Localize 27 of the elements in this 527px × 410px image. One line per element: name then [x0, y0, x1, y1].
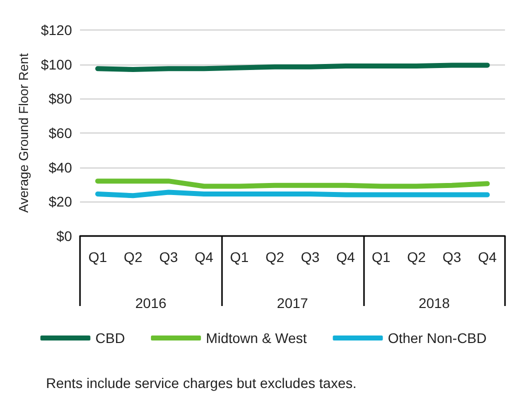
x-tick-label: Q2	[407, 249, 426, 265]
text: 2016	[135, 295, 167, 311]
x-tick-label: Q4	[478, 249, 497, 265]
x-tick-label: Q3	[300, 249, 320, 265]
x-tick-label: Q3	[442, 249, 462, 265]
x-tick-label: Q2	[124, 249, 143, 265]
text: 2017	[276, 295, 308, 311]
legend-label: Other Non-CBD	[388, 330, 487, 346]
y-tick-label: $40	[48, 159, 72, 176]
text: 2018	[418, 295, 450, 311]
y-tick-label: $100	[40, 56, 72, 72]
y-axis-title: Average Ground Floor Rent	[16, 52, 31, 213]
text: Rents include service charges but excludes taxes.	[46, 375, 356, 391]
x-tick-label: Q3	[159, 249, 178, 265]
y-tick-label: $80	[48, 90, 72, 107]
x-tick-label: Q4	[336, 249, 356, 265]
y-tick-label: $60	[48, 125, 72, 141]
x-tick-label: Q1	[230, 249, 249, 265]
legend-label: Midtown & West	[206, 330, 307, 346]
x-tick-label: Q4	[194, 249, 214, 265]
x-tick-label: Q1	[372, 249, 391, 265]
legend-label: CBD	[95, 330, 125, 346]
y-tick-label: $120	[40, 22, 72, 38]
x-tick-label: Q1	[88, 249, 108, 265]
y-tick-label: $20	[48, 194, 72, 210]
y-tick-label: $0	[56, 228, 72, 244]
x-tick-label: Q2	[265, 249, 284, 265]
